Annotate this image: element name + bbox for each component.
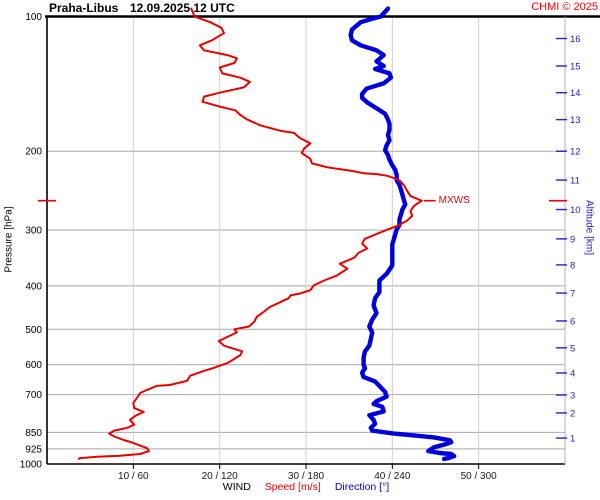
pressure-tick-label: 300 [25, 226, 42, 237]
x-axis-legend: WIND Speed [m/s] Direction [°] [47, 481, 565, 493]
altitude-tick-label: 16 [570, 34, 581, 45]
sounding-datetime: 12.09.2025 12 UTC [130, 1, 235, 15]
pressure-tick-label: 200 [25, 147, 42, 158]
pressure-tick-label: 925 [25, 444, 42, 455]
wind-speed-curve [77, 7, 423, 460]
altitude-tick-label: 15 [570, 61, 581, 72]
altitude-tick-label: 5 [570, 343, 575, 354]
altitude-tick-label: 4 [570, 368, 575, 379]
station-name: Praha-Libus [49, 1, 119, 15]
altitude-axis-title: Altitude [km] [583, 199, 595, 256]
x-tick-label: 10 / 60 [118, 471, 149, 482]
pressure-tick-label: 600 [25, 360, 42, 371]
max-wind-speed-annotation: MXWS [438, 194, 470, 206]
pressure-tick-label: 500 [25, 325, 42, 336]
x-tick-label: 20 / 120 [202, 471, 239, 482]
altitude-tick-label: 1 [570, 434, 575, 445]
copyright-notice: CHMI © 2025 [531, 1, 598, 13]
altitude-tick-label: 10 [570, 205, 581, 216]
altitude-tick-label: 3 [570, 390, 575, 401]
x-tick-label: 30 / 180 [288, 471, 325, 482]
legend-direction-label: Direction [°] [334, 481, 390, 493]
pressure-tick-label: 100 [25, 12, 42, 23]
altitude-tick-label: 13 [570, 115, 581, 126]
wind-direction-curve [348, 6, 457, 462]
legend-speed-label: Speed [m/s] [264, 481, 321, 493]
pressure-tick-label: 700 [25, 390, 42, 401]
pressure-tick-label: 1000 [20, 460, 43, 471]
altitude-tick-label: 8 [570, 260, 575, 271]
x-tick-label: 50 / 300 [461, 471, 498, 482]
pressure-tick-label: 400 [25, 281, 42, 292]
altitude-tick-label: 14 [570, 88, 581, 99]
pressure-axis-title: Pressure [hPa] [3, 206, 15, 273]
altitude-tick-label: 11 [570, 176, 580, 187]
altitude-tick-label: 6 [570, 316, 575, 327]
altitude-tick-label: 12 [570, 147, 581, 158]
altitude-tick-label: 7 [570, 289, 575, 300]
altitude-tick-label: 2 [570, 408, 575, 419]
x-tick-label: 40 / 240 [374, 471, 411, 482]
pressure-tick-label: 850 [25, 428, 42, 439]
altitude-tick-label: 9 [570, 234, 575, 245]
legend-wind-label: WIND [222, 481, 251, 493]
